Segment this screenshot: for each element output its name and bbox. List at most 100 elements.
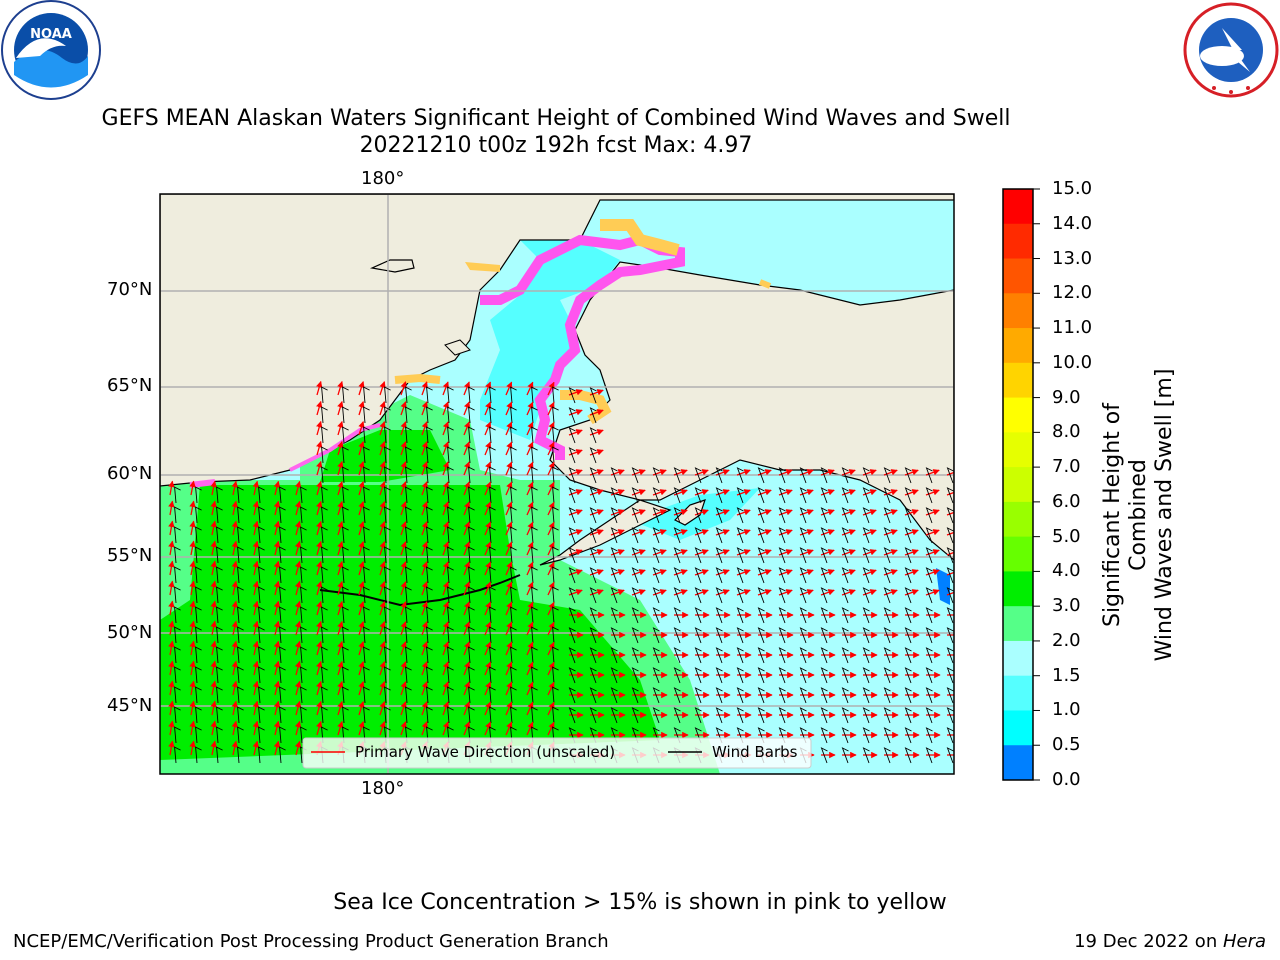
wind-barb (652, 527, 660, 544)
wave-arrow (883, 569, 898, 576)
wind-barb (237, 586, 244, 604)
wind-barb (568, 507, 576, 524)
wave-arrow (547, 481, 555, 496)
wave-arrow (400, 721, 407, 736)
wind-barb (552, 686, 559, 704)
wave-arrow (568, 489, 583, 496)
wave-arrow (799, 469, 814, 476)
wind-barb (568, 467, 576, 484)
wind-barb (384, 406, 391, 424)
wave-arrow (189, 500, 196, 516)
colorbar-segment (1003, 710, 1033, 746)
wave-arrow (862, 569, 877, 576)
wind-barb (195, 646, 202, 664)
wind-barb (258, 646, 265, 664)
wave-arrow (820, 489, 835, 496)
wave-arrow (231, 500, 238, 516)
wave-arrow (379, 441, 386, 456)
wind-barb (631, 567, 639, 584)
wind-barb (489, 466, 496, 484)
wind-barb (468, 446, 475, 464)
wind-barb (405, 466, 412, 484)
wind-barb (673, 567, 681, 584)
wind-barb (925, 647, 933, 664)
wind-barb (531, 486, 538, 504)
wind-barb (321, 606, 328, 624)
wind-barb (321, 526, 328, 544)
wave-arrow (547, 721, 555, 736)
wave-arrow (505, 541, 513, 556)
wind-barb (468, 406, 475, 424)
wind-barb (673, 627, 681, 644)
wind-barb (652, 607, 660, 624)
wave-arrow (231, 600, 238, 616)
wind-barb (946, 707, 954, 724)
wave-arrow (883, 509, 898, 516)
colorbar-segment (1003, 362, 1033, 399)
wind-barb (447, 686, 454, 704)
wind-barb (321, 506, 328, 524)
wave-arrow (316, 420, 323, 436)
wave-arrow (862, 469, 877, 476)
wave-arrow (568, 589, 583, 596)
wind-barb (694, 567, 702, 584)
sea-ice-yellow-patch-3 (465, 262, 500, 272)
wind-barb (568, 387, 576, 404)
wind-barb (652, 487, 660, 504)
wave-arrow (484, 401, 492, 416)
wave-arrow (715, 489, 730, 496)
wind-barb (510, 586, 517, 604)
wind-barb (778, 547, 786, 564)
wave-arrow (400, 681, 407, 696)
wind-barb (426, 526, 433, 544)
wave-arrow (610, 569, 625, 576)
wind-barb (946, 467, 954, 484)
wind-barb (321, 646, 328, 664)
wind-barb (715, 627, 723, 644)
wind-barb (589, 687, 597, 704)
wave-arrow (757, 569, 772, 576)
wind-barb (589, 587, 597, 604)
wind-barb (489, 386, 496, 404)
wind-barb (237, 746, 244, 764)
colorbar-segment (1003, 397, 1033, 433)
wave-arrow (841, 589, 856, 596)
wind-barb (778, 667, 786, 684)
wind-barb (736, 567, 744, 584)
wave-arrow (210, 720, 217, 736)
wind-barb (405, 666, 412, 684)
wind-barb (673, 527, 681, 544)
wind-barb (258, 686, 265, 704)
wave-arrow (673, 509, 688, 516)
wave-arrow (168, 740, 175, 756)
lat-label-55: 55°N (107, 545, 153, 566)
wind-barb (174, 566, 181, 584)
wind-barb (468, 526, 475, 544)
wind-barb (631, 527, 639, 544)
wave-arrow (925, 589, 940, 596)
wave-arrow (210, 680, 217, 696)
wind-barb (778, 687, 786, 704)
wind-barb (757, 667, 765, 684)
wave-arrow (189, 660, 196, 676)
wave-arrow (862, 509, 877, 516)
wind-barb (195, 546, 202, 564)
wind-barb (862, 547, 870, 564)
wind-barb (925, 547, 933, 564)
wind-barb (531, 566, 538, 584)
wind-barb (904, 487, 912, 504)
wave-arrow (505, 641, 513, 656)
wave-arrow (904, 589, 919, 596)
wind-barb (300, 586, 307, 604)
wind-barb (820, 587, 828, 604)
wave-arrow (610, 549, 625, 556)
wind-barb (946, 487, 954, 504)
wind-barb (552, 386, 559, 404)
noaa-logo-text: NOAA (30, 27, 72, 42)
wave-arrow (442, 581, 449, 596)
wind-barb (405, 386, 412, 404)
wave-arrow (568, 409, 583, 416)
wave-arrow (252, 500, 260, 516)
wind-barb (279, 646, 286, 664)
wind-barb (237, 706, 244, 724)
